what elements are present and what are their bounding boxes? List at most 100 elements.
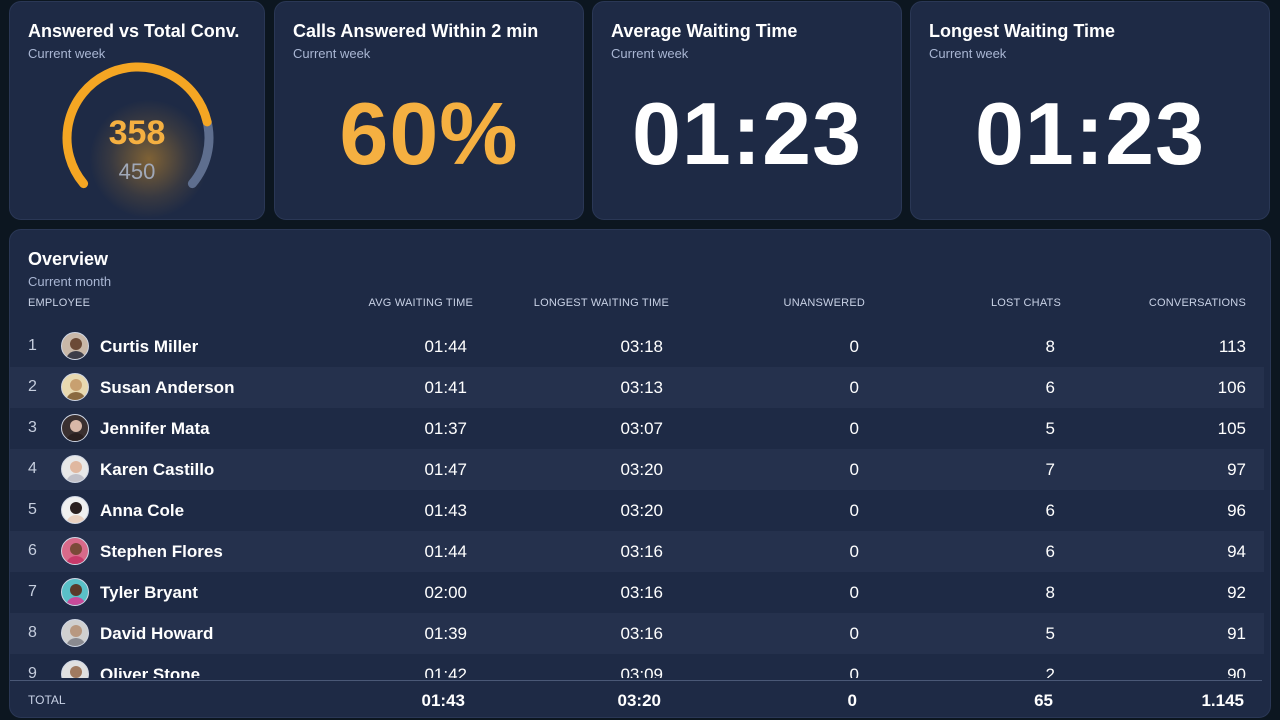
table-row[interactable]: 1 Curtis Miller 01:44 03:18 0 8 113 [10,326,1264,367]
longest-waiting-time: 03:07 [620,419,663,438]
lost-chats: 8 [1045,337,1055,356]
average-waiting-card: Average Waiting Time Current week 01:23 [592,1,902,220]
within-2-min-card: Calls Answered Within 2 min Current week… [274,1,584,220]
lost-chats: 5 [1045,624,1055,643]
overview-panel: Overview Current month EMPLOYEE AVG WAIT… [9,229,1271,718]
gauge-glow [89,99,209,219]
table-row[interactable]: 6 Stephen Flores 01:44 03:16 0 6 94 [10,531,1264,572]
average-waiting-value: 01:23 [631,84,863,183]
avg-waiting-time: 01:37 [424,419,467,438]
card-title: Average Waiting Time [611,21,798,41]
row-rank: 5 [28,501,37,518]
row-rank: 9 [28,665,37,678]
avatar [61,660,89,678]
longest-waiting-card: Longest Waiting Time Current week 01:23 [910,1,1270,220]
longest-waiting-time: 03:16 [620,583,663,602]
unanswered: 0 [849,501,859,520]
column-avg-waiting-time[interactable]: AVG WAITING TIME [368,297,473,309]
column-lost-chats[interactable]: LOST CHATS [990,297,1061,309]
total-unanswered: 0 [847,691,857,710]
employee-name: Anna Cole [100,501,185,520]
table-row[interactable]: 9 Oliver Stone 01:42 03:09 0 2 90 [10,654,1264,678]
longest-waiting-time: 03:18 [620,337,663,356]
unanswered: 0 [849,337,859,356]
card-title: Longest Waiting Time [929,21,1116,41]
answered-count: 358 [108,114,166,152]
longest-waiting-time: 03:16 [620,542,663,561]
column-unanswered[interactable]: UNANSWERED [783,297,865,309]
avg-waiting-time: 02:00 [424,583,467,602]
total-lost-chats: 65 [1034,691,1053,710]
row-rank: 3 [28,419,37,436]
row-rank: 4 [28,460,37,477]
avg-waiting-time: 01:42 [424,665,467,678]
longest-waiting-time: 03:20 [620,501,663,520]
employee-name: Tyler Bryant [100,583,198,602]
lost-chats: 6 [1045,542,1055,561]
gauge-fill [62,62,212,189]
longest-waiting-time: 03:09 [620,665,663,678]
longest-waiting-time: 03:13 [620,378,663,397]
avatar [61,414,89,442]
row-rank: 1 [28,337,37,354]
longest-waiting-time: 03:20 [620,460,663,479]
column-conversations[interactable]: CONVERSATIONS [1148,297,1246,309]
card-subtitle: Current week [929,46,1007,61]
avatar [61,578,89,606]
conversations: 113 [1218,337,1246,356]
unanswered: 0 [849,460,859,479]
total-avg-waiting-time: 01:43 [421,691,465,710]
lost-chats: 6 [1045,378,1055,397]
row-rank: 2 [28,378,37,395]
table-row[interactable]: 2 Susan Anderson 01:41 03:13 0 6 106 [10,367,1264,408]
gauge-track [187,117,214,189]
avatar [61,537,89,565]
conversations: 91 [1227,624,1246,643]
avg-waiting-time: 01:44 [424,542,467,561]
overview-title: Overview [28,249,109,269]
lost-chats: 6 [1045,501,1055,520]
table-row[interactable]: 5 Anna Cole 01:43 03:20 0 6 96 [10,490,1264,531]
employee-name: Curtis Miller [100,337,199,356]
avg-waiting-time: 01:47 [424,460,467,479]
employee-name: Oliver Stone [100,665,201,678]
unanswered: 0 [849,624,859,643]
avatar [61,455,89,483]
column-longest-waiting-time[interactable]: LONGEST WAITING TIME [533,297,669,309]
employee-name: Jennifer Mata [100,419,210,438]
row-rank: 8 [28,624,37,641]
card-subtitle: Current week [611,46,689,61]
avatar [61,496,89,524]
total-row: TOTAL 01:43 03:20 0 65 1.145 [10,680,1262,718]
avg-waiting-time: 01:44 [424,337,467,356]
table-row[interactable]: 3 Jennifer Mata 01:37 03:07 0 5 105 [10,408,1264,449]
table-body[interactable]: 1 Curtis Miller 01:44 03:18 0 8 113 2 Su… [10,326,1264,678]
total-label: TOTAL [28,693,66,707]
column-employee[interactable]: EMPLOYEE [28,297,91,309]
conversations: 90 [1227,665,1246,678]
lost-chats: 5 [1045,419,1055,438]
conversations: 94 [1227,542,1246,561]
conversations: 105 [1217,419,1246,438]
card-subtitle: Current week [293,46,371,61]
table-header: EMPLOYEE AVG WAITING TIME LONGEST WAITIN… [10,297,1270,313]
table-row[interactable]: 7 Tyler Bryant 02:00 03:16 0 8 92 [10,572,1264,613]
row-rank: 6 [28,542,37,559]
answered-vs-total-card: Answered vs Total Conv. Current week 358… [9,1,265,220]
card-title: Answered vs Total Conv. [28,21,240,41]
employee-name: Susan Anderson [100,378,235,397]
lost-chats: 2 [1045,665,1055,678]
lost-chats: 8 [1045,583,1055,602]
unanswered: 0 [849,665,859,678]
card-subtitle: Current week [28,46,106,61]
longest-waiting-value: 01:23 [974,84,1206,183]
avg-waiting-time: 01:43 [424,501,467,520]
conversations: 97 [1227,460,1246,479]
overview-subtitle: Current month [28,274,112,289]
table-row[interactable]: 8 David Howard 01:39 03:16 0 5 91 [10,613,1264,654]
conversations: 106 [1217,378,1246,397]
avg-waiting-time: 01:41 [424,378,467,397]
total-count: 450 [118,159,156,184]
table-row[interactable]: 4 Karen Castillo 01:47 03:20 0 7 97 [10,449,1264,490]
unanswered: 0 [849,378,859,397]
